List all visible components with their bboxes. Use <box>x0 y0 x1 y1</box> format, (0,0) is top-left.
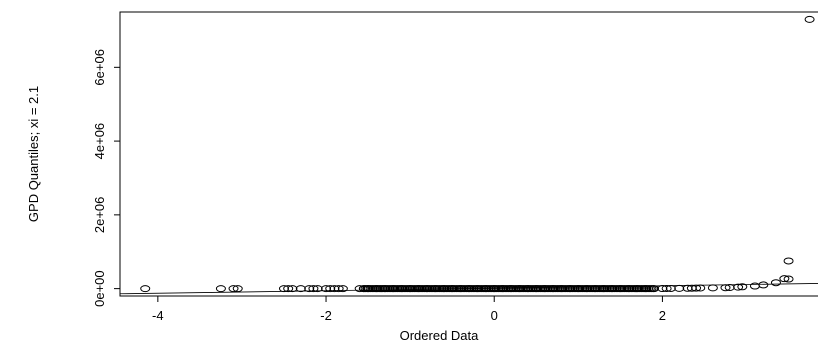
data-point <box>691 284 702 292</box>
data-point <box>695 284 706 292</box>
data-point <box>140 285 151 293</box>
data-point <box>686 284 697 292</box>
data-point <box>648 285 659 293</box>
data-point <box>779 275 790 283</box>
data-point <box>308 285 319 293</box>
data-point <box>232 285 243 293</box>
data-point <box>295 285 306 293</box>
data-point <box>325 285 336 293</box>
data-point <box>707 284 718 292</box>
data-point <box>333 285 344 293</box>
x-tick-label: 0 <box>491 308 498 323</box>
data-point <box>215 285 226 293</box>
data-point <box>674 284 685 292</box>
data-point <box>783 257 794 265</box>
y-tick-label: 4e+06 <box>92 123 107 160</box>
data-point <box>682 284 693 292</box>
data-point <box>804 15 815 23</box>
data-point <box>228 285 239 293</box>
data-point <box>283 285 294 293</box>
data-point <box>737 283 748 291</box>
data-point <box>329 285 340 293</box>
data-point <box>278 285 289 293</box>
data-point <box>304 285 315 293</box>
y-tick-label: 2e+06 <box>92 197 107 234</box>
data-point <box>321 285 332 293</box>
x-tick-label: -2 <box>320 308 332 323</box>
data-point <box>749 282 760 290</box>
data-points <box>140 15 815 293</box>
data-point <box>661 285 672 293</box>
data-point <box>287 285 298 293</box>
data-point <box>337 285 348 293</box>
y-tick-label: 0e+00 <box>92 270 107 307</box>
plot-frame <box>119 11 818 297</box>
tick-labels: -4 -2 0 2 0e+00 2e+06 4e+06 6e+06 <box>92 49 666 323</box>
data-point <box>724 284 735 292</box>
axis-ticks <box>114 66 663 302</box>
data-point <box>733 283 744 291</box>
data-point <box>770 279 781 287</box>
data-point <box>665 284 676 292</box>
x-axis-title: Ordered Data <box>400 328 480 343</box>
y-axis-title: GPD Quantiles; xi = 2.1 <box>26 86 41 222</box>
data-point <box>312 285 323 293</box>
data-point <box>758 281 769 289</box>
x-tick-label: -4 <box>152 308 164 323</box>
y-tick-label: 6e+06 <box>92 49 107 86</box>
data-point <box>720 284 731 292</box>
x-tick-label: 2 <box>659 308 666 323</box>
data-point <box>783 275 794 283</box>
